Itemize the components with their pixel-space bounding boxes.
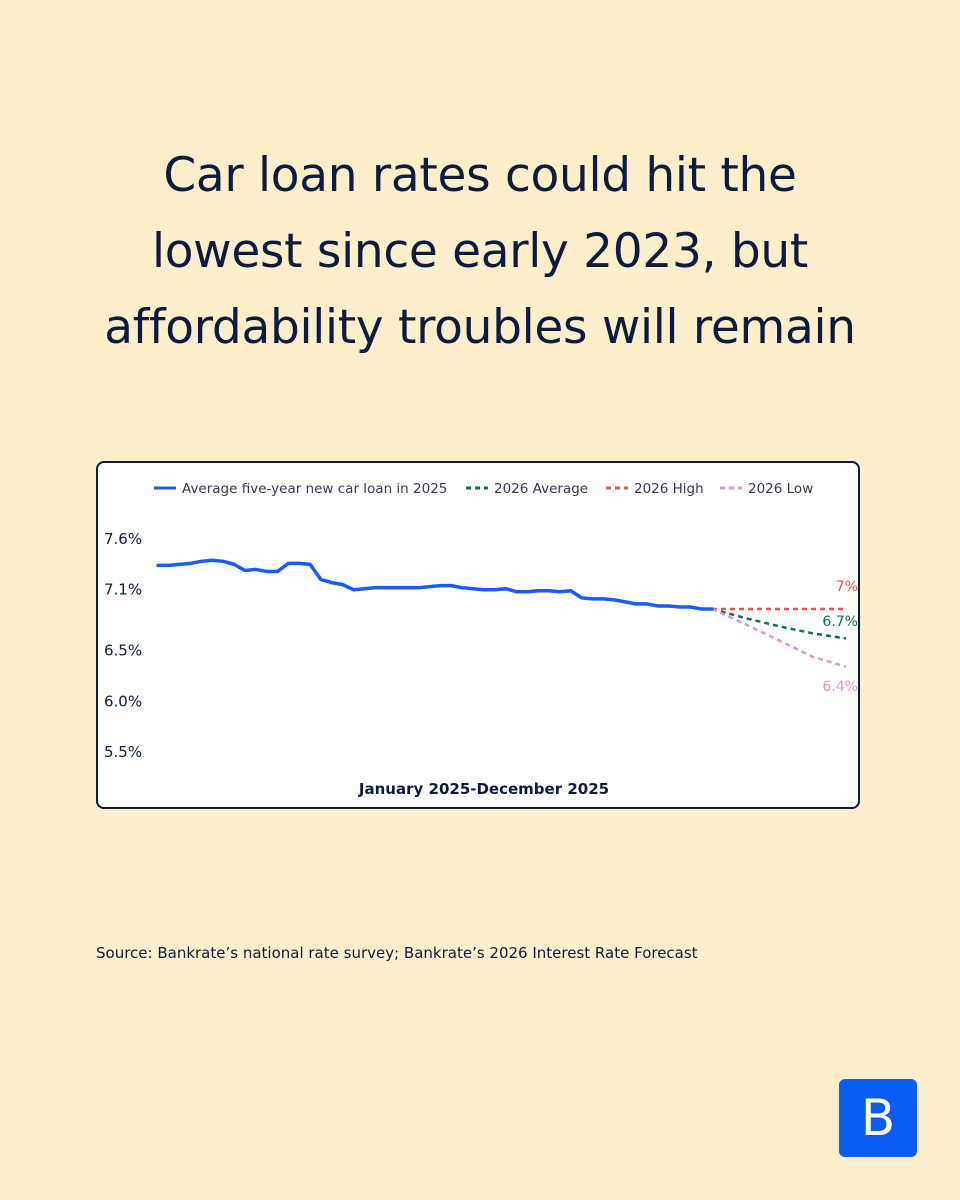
- headline-line-2: lowest since early 2023, but: [151, 224, 809, 279]
- y-tick-label: 7.6%: [104, 530, 142, 548]
- legend-label: 2026 Average: [494, 481, 588, 497]
- legend-label: 2026 High: [634, 481, 704, 497]
- headline-line-3: affordability troubles will remain: [104, 300, 856, 355]
- source-note: Source: Bankrate’s national rate survey;…: [96, 944, 698, 962]
- y-tick-label: 7.1%: [104, 581, 142, 599]
- history-series-line: [156, 558, 714, 611]
- forecast-series-line: [711, 607, 847, 668]
- y-tick-label: 5.5%: [104, 743, 142, 761]
- headline: Car loan rates could hit the lowest sinc…: [60, 138, 900, 366]
- y-tick-label: 6.5%: [104, 642, 142, 660]
- legend-label: 2026 Low: [748, 481, 813, 497]
- x-axis-label: January 2025-December 2025: [358, 780, 609, 798]
- legend-label: Average five-year new car loan in 2025: [182, 481, 447, 497]
- headline-line-1: Car loan rates could hit the: [163, 148, 797, 203]
- chart-card: 7.6% 7.1% 6.5% 6.0% 5.5% January 2025-Decembe…: [96, 461, 860, 809]
- forecast-end-label: 6.4%: [822, 679, 858, 695]
- y-tick-label: 6.0%: [104, 692, 142, 710]
- bankrate-logo: B: [839, 1079, 917, 1157]
- line-chart: 7.6% 7.1% 6.5% 6.0% 5.5% January 2025-Decembe…: [104, 481, 858, 798]
- forecast-end-label: 7%: [836, 579, 858, 595]
- forecast-end-label: 6.7%: [822, 614, 858, 630]
